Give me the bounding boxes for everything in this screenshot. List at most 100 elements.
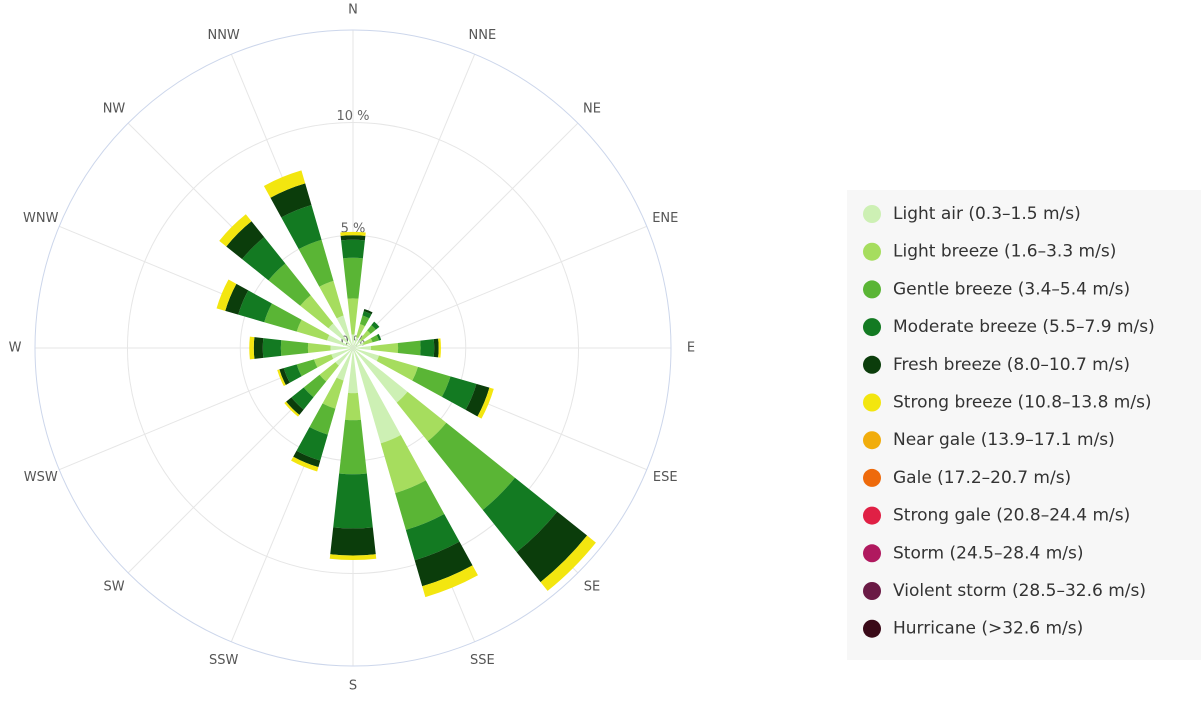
wedge bbox=[309, 403, 336, 435]
wedge bbox=[330, 345, 353, 351]
wedge bbox=[341, 239, 365, 259]
direction-label: S bbox=[349, 679, 357, 694]
wedge bbox=[293, 450, 321, 468]
spoke bbox=[352, 54, 476, 349]
wedge bbox=[343, 257, 363, 299]
wedge bbox=[362, 338, 373, 345]
wedge bbox=[286, 397, 304, 415]
legend-marker bbox=[863, 318, 881, 337]
wedge bbox=[296, 427, 328, 461]
legend-label: Light breeze (1.6–3.3 m/s) bbox=[893, 242, 1116, 262]
direction-label: NE bbox=[583, 101, 601, 116]
wedge bbox=[264, 303, 302, 332]
wedge bbox=[296, 319, 330, 341]
direction-label: SSW bbox=[209, 653, 239, 668]
wedge bbox=[319, 362, 339, 382]
wedge bbox=[279, 368, 290, 385]
legend-marker bbox=[863, 431, 881, 450]
wedge bbox=[465, 383, 490, 417]
legend-box bbox=[847, 190, 1201, 660]
wedge bbox=[395, 480, 445, 530]
wedge bbox=[367, 325, 376, 334]
wedge bbox=[433, 338, 439, 358]
wedge bbox=[353, 348, 401, 444]
wedge bbox=[291, 456, 319, 472]
wedge bbox=[253, 337, 264, 359]
wedge bbox=[314, 354, 334, 368]
wedge bbox=[370, 343, 399, 353]
wedge bbox=[262, 338, 282, 358]
outer-circle bbox=[34, 29, 672, 667]
wedge bbox=[280, 340, 309, 356]
direction-label: NNE bbox=[469, 28, 497, 43]
wedge bbox=[339, 419, 367, 475]
legend-marker bbox=[863, 582, 881, 600]
wedge bbox=[303, 374, 327, 398]
legend-label: Near gale (13.9–17.1 m/s) bbox=[893, 430, 1115, 450]
wedge bbox=[219, 214, 252, 247]
wedge bbox=[336, 315, 353, 348]
direction-label: N bbox=[348, 3, 358, 18]
legend-label: Light air (0.3–1.5 m/s) bbox=[893, 204, 1081, 224]
wedge bbox=[298, 239, 334, 287]
direction-label: ENE bbox=[652, 211, 678, 226]
wedge bbox=[216, 279, 237, 311]
direction-label: NW bbox=[103, 101, 126, 116]
legend-marker bbox=[863, 468, 881, 487]
wedge bbox=[397, 340, 421, 356]
spoke bbox=[352, 225, 647, 349]
wedge bbox=[356, 324, 365, 339]
legend-label: Moderate breeze (5.5–7.9 m/s) bbox=[893, 317, 1155, 337]
wedge bbox=[370, 334, 379, 343]
wedge bbox=[249, 336, 255, 360]
wedge bbox=[270, 183, 312, 218]
legend-label: Strong breeze (10.8–13.8 m/s) bbox=[893, 393, 1152, 413]
grid-circle bbox=[126, 121, 580, 575]
legend-marker bbox=[863, 393, 881, 412]
wedge bbox=[335, 348, 353, 366]
legend-marker bbox=[863, 205, 881, 223]
wedge bbox=[347, 298, 359, 335]
wedge bbox=[363, 309, 373, 315]
wedge bbox=[296, 359, 318, 377]
wedge bbox=[405, 514, 460, 561]
wedge bbox=[330, 527, 376, 556]
legend-label: Strong gale (20.8–24.4 m/s) bbox=[893, 506, 1130, 526]
wedge bbox=[277, 369, 286, 387]
wedge bbox=[441, 376, 477, 410]
wedge bbox=[242, 237, 286, 281]
wedge bbox=[371, 321, 380, 330]
legend-label: Storm (24.5–28.4 m/s) bbox=[893, 543, 1084, 563]
legend-label: Gale (17.2–20.7 m/s) bbox=[893, 468, 1071, 488]
direction-label: ESE bbox=[653, 470, 678, 485]
wedge bbox=[353, 348, 408, 403]
wedge bbox=[263, 170, 306, 198]
wedge bbox=[427, 422, 515, 510]
wedge bbox=[359, 315, 370, 327]
wedge bbox=[226, 221, 265, 260]
wedge bbox=[360, 330, 371, 341]
legend-marker bbox=[863, 355, 881, 374]
wedge bbox=[333, 473, 373, 529]
wedge bbox=[331, 348, 353, 359]
wedge bbox=[284, 401, 300, 417]
direction-label: SE bbox=[584, 580, 600, 595]
wedge bbox=[340, 235, 366, 241]
wedge bbox=[482, 477, 558, 553]
direction-label: WNW bbox=[23, 211, 59, 226]
legend-marker bbox=[863, 544, 881, 563]
wedge bbox=[376, 355, 418, 381]
wedge bbox=[307, 343, 331, 353]
y-tick-label: 10 % bbox=[336, 109, 369, 124]
wedge bbox=[353, 342, 364, 348]
wedge bbox=[328, 323, 353, 348]
wedge bbox=[345, 392, 361, 421]
wedge bbox=[414, 541, 473, 587]
legend-marker bbox=[863, 242, 881, 261]
wedge bbox=[420, 339, 435, 357]
wedge bbox=[300, 295, 334, 329]
wedge bbox=[477, 387, 494, 419]
wedge bbox=[380, 434, 426, 494]
legend-label: Hurricane (>32.6 m/s) bbox=[893, 619, 1083, 639]
